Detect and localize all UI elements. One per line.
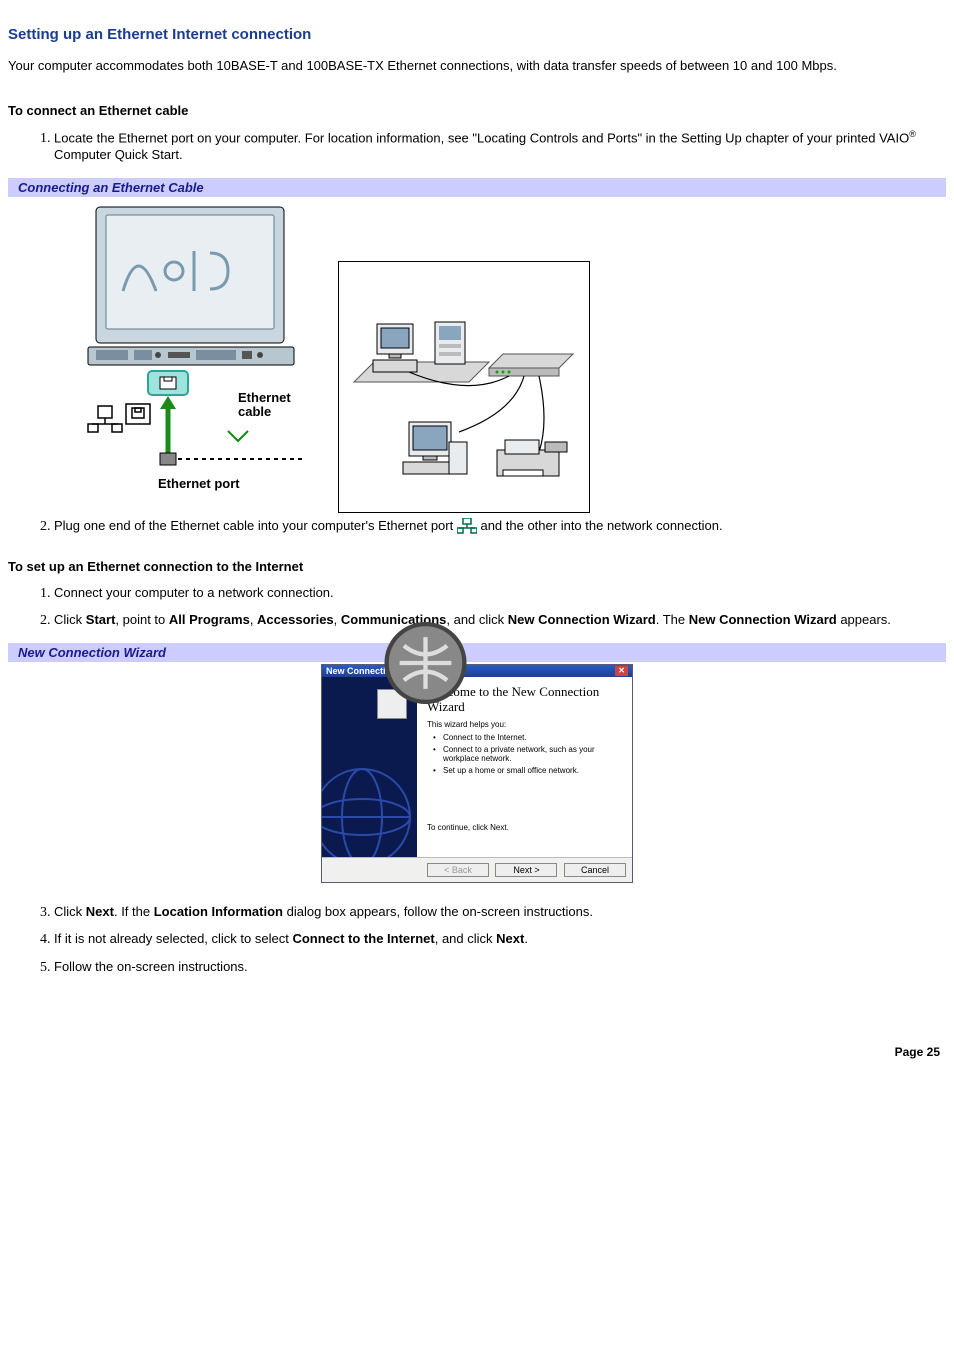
close-icon[interactable]: ✕ [615, 666, 628, 676]
label-ethernet-port: Ethernet port [158, 476, 240, 491]
step-inet-5: Follow the on-screen instructions. [54, 958, 946, 976]
wizard-dialog: New Connection Wizard ✕ Welcome to the N… [321, 664, 633, 883]
steps-connect-cable: Locate the Ethernet port on your compute… [8, 128, 946, 164]
wizard-bullet: Connect to a private network, such as yo… [437, 745, 622, 763]
figure-ethernet-cable: Ethernet cable Ethernet port [8, 197, 946, 517]
step-inet-1: Connect your computer to a network conne… [54, 584, 946, 602]
wizard-bullet-list: Connect to the Internet. Connect to a pr… [427, 733, 622, 775]
label-ethernet-cable: Ethernet cable [238, 391, 308, 420]
step-cable-2-text-a: Plug one end of the Ethernet cable into … [54, 518, 457, 533]
caption-new-connection-wizard: New Connection Wizard [8, 643, 946, 662]
steps-setup-internet-cont: Click Next. If the Location Information … [8, 903, 946, 976]
back-button[interactable]: < Back [427, 863, 489, 877]
step-inet-4: If it is not already selected, click to … [54, 930, 946, 948]
wizard-button-row: < Back Next > Cancel [322, 857, 632, 882]
bold-next: Next [86, 904, 114, 919]
wizard-continue-text: To continue, click Next. [427, 823, 622, 832]
ethernet-port-icon [457, 518, 477, 534]
bold-location-information: Location Information [154, 904, 283, 919]
globe-icon [322, 747, 417, 857]
wizard-bullet: Connect to the Internet. [437, 733, 622, 742]
wizard-side-graphic [322, 677, 417, 857]
wizard-body: Welcome to the New Connection Wizard Thi… [322, 677, 632, 857]
caption-connecting-cable: Connecting an Ethernet Cable [8, 178, 946, 197]
wizard-container: New Connection Wizard ✕ Welcome to the N… [8, 662, 946, 903]
laptop-illustration: Ethernet cable Ethernet port [78, 201, 308, 501]
step-cable-2-text-b: and the other into the network connectio… [480, 518, 722, 533]
step-inet-3: Click Next. If the Location Information … [54, 903, 946, 921]
next-button[interactable]: Next > [495, 863, 557, 877]
registered-mark: ® [909, 129, 916, 139]
bold-new-connection-wizard: New Connection Wizard [508, 612, 656, 627]
intro-paragraph: Your computer accommodates both 10BASE-T… [8, 57, 946, 75]
heading-setup-internet: To set up an Ethernet connection to the … [8, 559, 946, 574]
page-number: Page 25 [8, 1045, 946, 1059]
laptop-svg [78, 201, 308, 501]
wizard-bullet: Set up a home or small office network. [437, 766, 622, 775]
step-cable-1-text-b: Computer Quick Start. [54, 147, 183, 162]
cancel-button[interactable]: Cancel [564, 863, 626, 877]
step-cable-1: Locate the Ethernet port on your compute… [54, 128, 946, 164]
step-cable-2: Plug one end of the Ethernet cable into … [54, 517, 946, 535]
steps-setup-internet: Connect your computer to a network conne… [8, 584, 946, 629]
bold-new-connection-wizard-2: New Connection Wizard [689, 612, 837, 627]
bold-accessories: Accessories [257, 612, 334, 627]
wizard-badge-icon [377, 689, 407, 719]
page-title: Setting up an Ethernet Internet connecti… [8, 26, 946, 43]
step-cable-1-text-a: Locate the Ethernet port on your compute… [54, 130, 909, 145]
bold-connect-to-internet: Connect to the Internet [292, 931, 434, 946]
bold-start: Start [86, 612, 116, 627]
wizard-titlebar: New Connection Wizard ✕ [322, 665, 632, 677]
step-inet-2: Click Start, point to All Programs, Acce… [54, 611, 946, 629]
network-schematic [338, 261, 590, 513]
heading-connect-cable: To connect an Ethernet cable [8, 103, 946, 118]
bold-next-2: Next [496, 931, 524, 946]
network-svg [339, 262, 589, 512]
bold-all-programs: All Programs [169, 612, 250, 627]
steps-connect-cable-2: Plug one end of the Ethernet cable into … [8, 517, 946, 535]
wizard-lead: This wizard helps you: [427, 720, 622, 729]
